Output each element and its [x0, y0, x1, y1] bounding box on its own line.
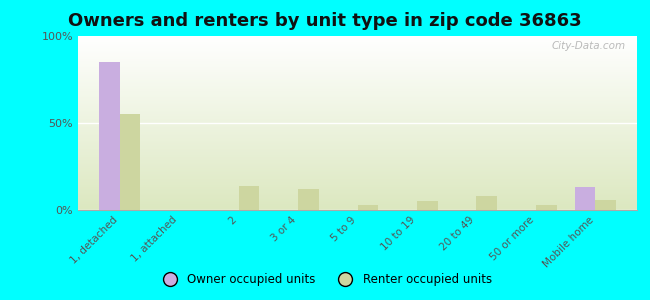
Bar	[595, 200, 616, 210]
Bar	[575, 188, 595, 210]
Bar	[298, 189, 319, 210]
Bar	[417, 201, 438, 210]
Bar	[476, 196, 497, 210]
Text: Owners and renters by unit type in zip code 36863: Owners and renters by unit type in zip c…	[68, 12, 582, 30]
Text: City-Data.com: City-Data.com	[552, 41, 626, 51]
Bar	[358, 205, 378, 210]
Bar	[239, 186, 259, 210]
Bar	[120, 114, 140, 210]
Bar	[99, 62, 120, 210]
Legend: Owner occupied units, Renter occupied units: Owner occupied units, Renter occupied un…	[153, 269, 497, 291]
Bar	[536, 205, 556, 210]
